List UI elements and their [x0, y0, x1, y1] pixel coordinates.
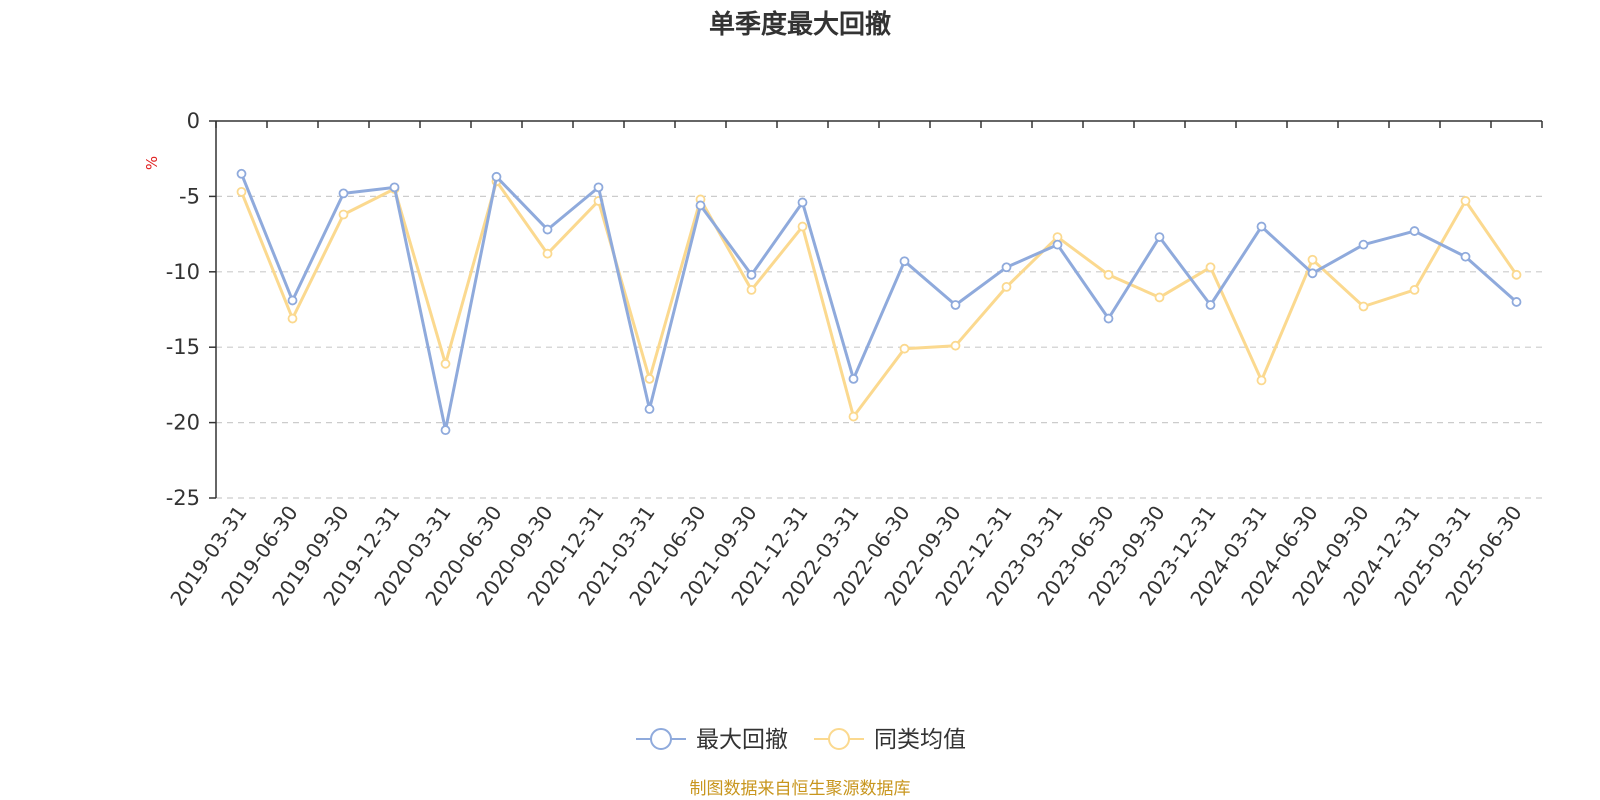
y-tick-label: -15: [166, 335, 200, 359]
data-point: [1358, 301, 1369, 312]
data-point: [644, 373, 655, 384]
data-point: [1256, 375, 1267, 386]
data-point: [440, 358, 451, 369]
grid-lines: [216, 195, 1542, 499]
data-point: [848, 411, 859, 422]
legend-marker: [650, 728, 672, 750]
x-tick-labels: 2019-03-312019-06-302019-09-302019-12-31…: [165, 501, 1526, 610]
data-point: [542, 248, 553, 259]
series-lines: [236, 168, 1522, 436]
data-point: [1205, 300, 1216, 310]
data-point: [338, 188, 349, 199]
data-point: [440, 425, 451, 436]
legend: 最大回撤 同类均值: [636, 727, 966, 753]
legend-item: 同类均值: [814, 727, 966, 753]
data-point: [1409, 284, 1420, 295]
y-tick-labels: 0 -5 -10 -15 -20 -25: [166, 109, 200, 510]
data-point: [1052, 239, 1063, 250]
data-point: [644, 404, 655, 414]
data-point: [950, 340, 961, 351]
y-tick-label: -20: [166, 411, 200, 435]
data-point: [236, 186, 247, 197]
data-point: [746, 269, 757, 280]
data-point: [1460, 251, 1471, 262]
data-point: [797, 221, 808, 232]
data-source-note: 制图数据来自恒生聚源数据库: [690, 779, 911, 799]
y-axis-unit-label: %: [143, 156, 161, 170]
data-point: [1205, 262, 1216, 273]
chart-title: 单季度最大回撤: [709, 9, 891, 40]
legend-marker: [828, 728, 850, 750]
data-point: [1511, 297, 1522, 307]
data-point: [236, 168, 247, 179]
series-最大回撤: [236, 168, 1522, 436]
data-point: [899, 343, 910, 354]
data-point: [1103, 269, 1114, 280]
data-point: [389, 182, 400, 193]
data-point: [950, 300, 961, 310]
data-point: [1256, 221, 1267, 232]
data-point: [1358, 239, 1369, 250]
legend-label: 最大回撤: [696, 727, 788, 753]
legend-item: 最大回撤: [636, 727, 788, 753]
data-point: [848, 373, 859, 384]
series-同类均值: [236, 176, 1522, 422]
series-line: [240, 179, 1518, 419]
y-tick-label: 0: [187, 109, 200, 133]
data-point: [1307, 254, 1318, 265]
data-point: [899, 256, 910, 267]
legend-label: 同类均值: [874, 727, 966, 753]
data-point: [1001, 262, 1012, 273]
data-point: [1409, 226, 1420, 236]
data-point: [593, 182, 604, 193]
data-point: [1154, 292, 1165, 303]
data-point: [1307, 268, 1318, 279]
data-point: [1154, 232, 1165, 243]
data-point: [1460, 196, 1471, 206]
data-point: [1103, 313, 1114, 324]
axes: [209, 120, 1543, 499]
series-line: [240, 173, 1518, 432]
y-tick-label: -5: [179, 184, 200, 208]
data-point: [797, 197, 808, 208]
y-tick-label: -10: [166, 260, 200, 284]
data-point: [542, 224, 553, 235]
y-tick-label: -25: [166, 486, 200, 510]
data-point: [1001, 281, 1012, 292]
data-point: [746, 284, 757, 295]
data-point: [338, 209, 349, 220]
data-point: [695, 200, 706, 211]
data-point: [1511, 269, 1522, 280]
data-point: [287, 295, 298, 306]
data-point: [491, 171, 502, 182]
data-point: [287, 313, 298, 324]
